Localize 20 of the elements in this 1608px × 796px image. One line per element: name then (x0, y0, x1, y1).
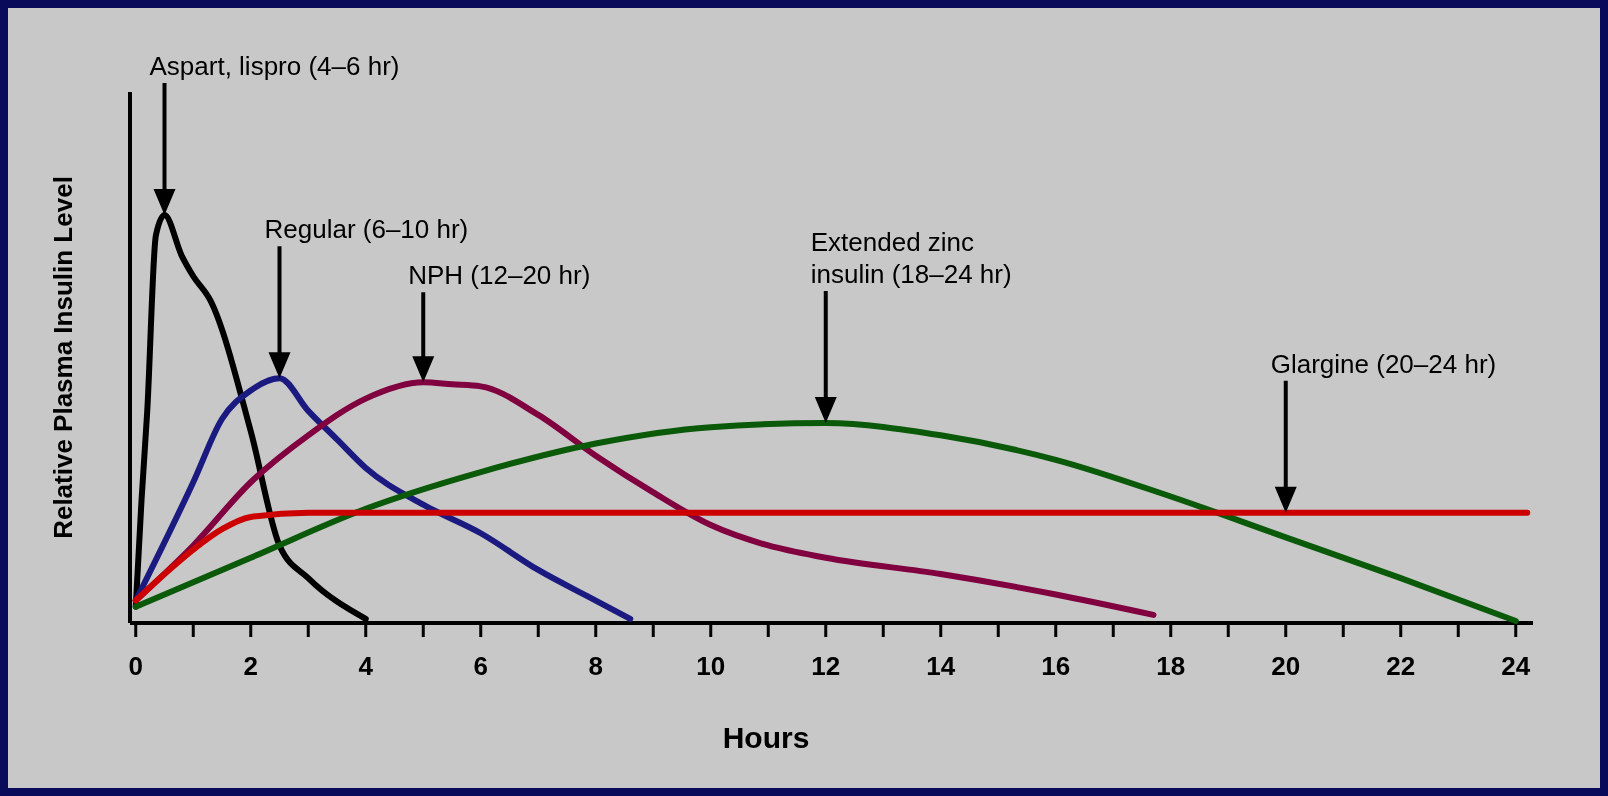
x-tick-label: 20 (1271, 651, 1301, 681)
annotation: NPH (12–20 hr) (408, 260, 591, 291)
x-tick-label: 2 (243, 651, 258, 681)
text: Aspart, lispro (4–6 hr) (149, 51, 400, 81)
x-tick-label: 4 (358, 651, 374, 681)
annotation: Extended zinc insulin (18–24 hr) (810, 227, 1012, 290)
x-tick-label: 6 (473, 651, 488, 681)
x-tick-label: 24 (1501, 651, 1531, 681)
x-tick-label: 10 (696, 651, 726, 681)
x-tick-label: 8 (588, 651, 603, 681)
x-tick-label: 14 (926, 651, 956, 681)
annotation: Glargine (20–24 hr) (1270, 348, 1497, 379)
annotation: Regular (6–10 hr) (264, 214, 469, 245)
x-axis-title: Hours (722, 721, 810, 754)
x-tick-label: 12 (811, 651, 841, 681)
x-tick-label: 22 (1386, 651, 1416, 681)
x-tick-label: 16 (1041, 651, 1071, 681)
y-axis-title: Relative Plasma Insulin Level (48, 176, 78, 539)
x-tick-label: 18 (1156, 651, 1186, 681)
x-tick-label: 0 (128, 651, 143, 681)
